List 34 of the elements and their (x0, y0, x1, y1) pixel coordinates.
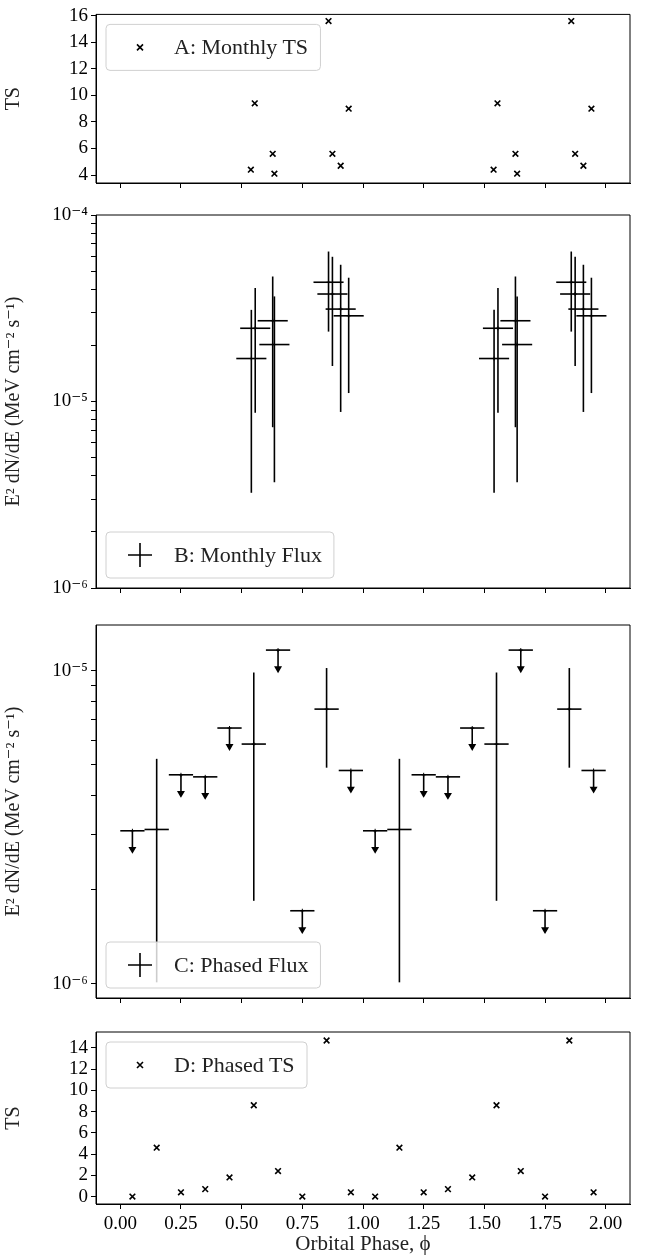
y-axis-title: E² dN/dE (MeV cm⁻² s⁻¹) (1, 706, 25, 917)
y-tick-label: 6 (78, 1120, 88, 1142)
y-axis-title: E² dN/dE (MeV cm⁻² s⁻¹) (1, 296, 25, 507)
y-tick-label: 16 (69, 3, 88, 25)
y-tick-label: 12 (69, 1057, 88, 1079)
x-tick-label: 0.50 (225, 1212, 259, 1234)
legend-label: C: Phased Flux (174, 951, 309, 977)
y-tick-label: 10⁻⁴ (52, 202, 89, 224)
y-axis-title: TS (1, 87, 24, 111)
y-tick-label: 6 (78, 136, 88, 158)
y-tick-label: 14 (69, 1035, 89, 1057)
y-tick-label: 10⁻⁵ (52, 658, 88, 680)
y-axis-title: TS (1, 1106, 24, 1130)
y-tick-label: 4 (78, 163, 89, 185)
y-tick-label: 8 (78, 1099, 88, 1121)
x-tick-label: 0.00 (103, 1212, 137, 1234)
y-tick-label: 12 (69, 56, 88, 78)
legend-label: B: Monthly Flux (174, 541, 322, 567)
y-tick-label: 2 (78, 1163, 88, 1185)
x-tick-label: 2.00 (589, 1212, 623, 1234)
y-tick-label: 8 (78, 109, 88, 131)
x-tick-label: 1.50 (467, 1212, 501, 1234)
y-tick-label: 4 (78, 1142, 89, 1164)
y-tick-label: 10 (69, 1078, 88, 1100)
y-tick-label: 10⁻⁶ (52, 575, 88, 597)
x-tick-label: 1.75 (528, 1212, 562, 1234)
legend-label: A: Monthly TS (174, 34, 309, 60)
legend-label: D: Phased TS (174, 1051, 295, 1077)
y-tick-label: 0 (78, 1184, 88, 1206)
y-tick-label: 10⁻⁶ (52, 971, 88, 993)
y-tick-label: 10⁻⁵ (52, 389, 88, 411)
x-tick-label: 0.25 (164, 1212, 198, 1234)
y-tick-label: 10 (69, 83, 88, 105)
y-tick-label: 14 (69, 30, 89, 52)
